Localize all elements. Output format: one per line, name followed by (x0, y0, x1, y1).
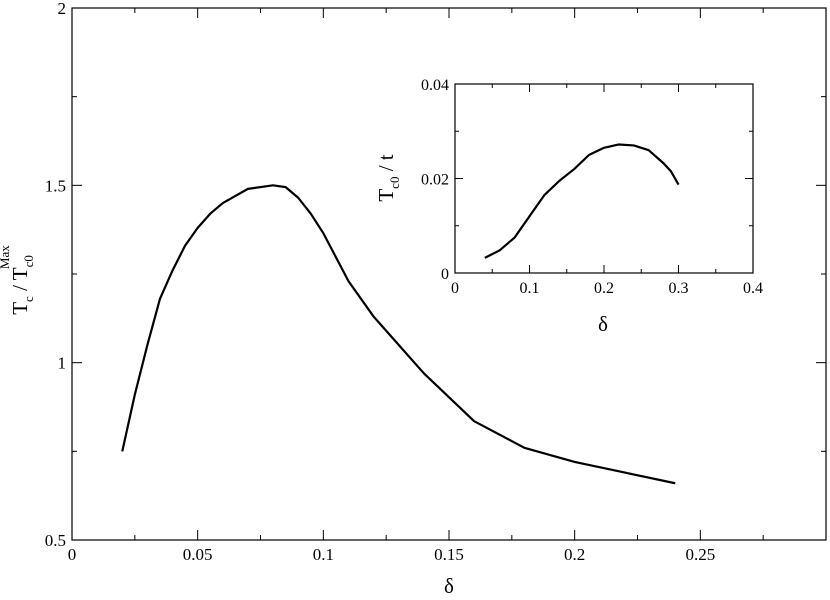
main-x-tick-label: 0 (68, 545, 77, 564)
main-y-axis-title: Tc / Tc0 Max (0, 245, 36, 315)
inset-x-tick-label: 0 (451, 280, 459, 297)
inset-y-tick-label: 0.04 (421, 77, 449, 94)
main-y-tick-label: 0.5 (45, 531, 66, 550)
inset-axis-tick-labels: 0 0.1 0.2 0.3 0.4 0 0.02 0.04 (421, 77, 763, 297)
main-y-tick-label: 1.5 (45, 176, 66, 195)
main-x-tick-label: 0.25 (685, 545, 715, 564)
main-plot-frame (71, 7, 827, 541)
inset-y-tick-label: 0.02 (421, 172, 449, 189)
main-x-tick-label: 0.2 (564, 545, 585, 564)
svg-text:Tc / Tc0Max: Tc / Tc0 Max (0, 245, 36, 315)
main-y-tick-label: 1 (58, 354, 67, 373)
inset-axis-ticks (454, 83, 754, 274)
main-axis-tick-labels: 0 0.05 0.1 0.15 0.2 0.25 0.5 1 1.5 2 (45, 0, 715, 564)
inset-x-tick-label: 0.2 (594, 280, 614, 297)
inset-y-title-sub: c0 (387, 177, 402, 189)
main-y-title-base: T (8, 302, 32, 315)
main-series-group (121, 184, 676, 485)
main-series-line-0 (121, 184, 676, 485)
main-x-axis-title: δ (444, 574, 454, 598)
inset-series-group (484, 143, 680, 259)
main-y-tick-label: 2 (58, 0, 67, 18)
main-y-title-sup2: Max (0, 245, 12, 269)
inset-plot-frame (454, 83, 754, 274)
main-x-tick-label: 0.15 (434, 545, 464, 564)
main-x-tick-label: 0.05 (183, 545, 213, 564)
inset-y-tick-label: 0 (441, 266, 449, 283)
main-x-tick-label: 0.1 (313, 545, 334, 564)
inset-x-axis-title: δ (598, 312, 608, 336)
inset-x-tick-label: 0.4 (743, 280, 763, 297)
inset-y-axis-title: Tc0 / t (374, 154, 402, 201)
inset-series-line-0 (484, 143, 680, 259)
main-y-title-sub1: c (21, 296, 36, 302)
svg-text:Tc0 / t: Tc0 / t (374, 154, 402, 201)
inset-x-tick-label: 0.1 (520, 280, 540, 297)
main-y-title-base2: T (8, 267, 32, 280)
inset-x-tick-label: 0.3 (669, 280, 689, 297)
main-y-title-sep: / (8, 280, 32, 296)
main-axis-ticks (71, 7, 826, 541)
inset-y-title-suffix: / t (374, 154, 398, 176)
inset-chart: 0 0.1 0.2 0.3 0.4 0 0.02 0.04 δ Tc0 / t (374, 77, 763, 336)
main-y-title-sub2: c0 (21, 255, 36, 267)
inset-y-title-base: T (374, 189, 398, 202)
